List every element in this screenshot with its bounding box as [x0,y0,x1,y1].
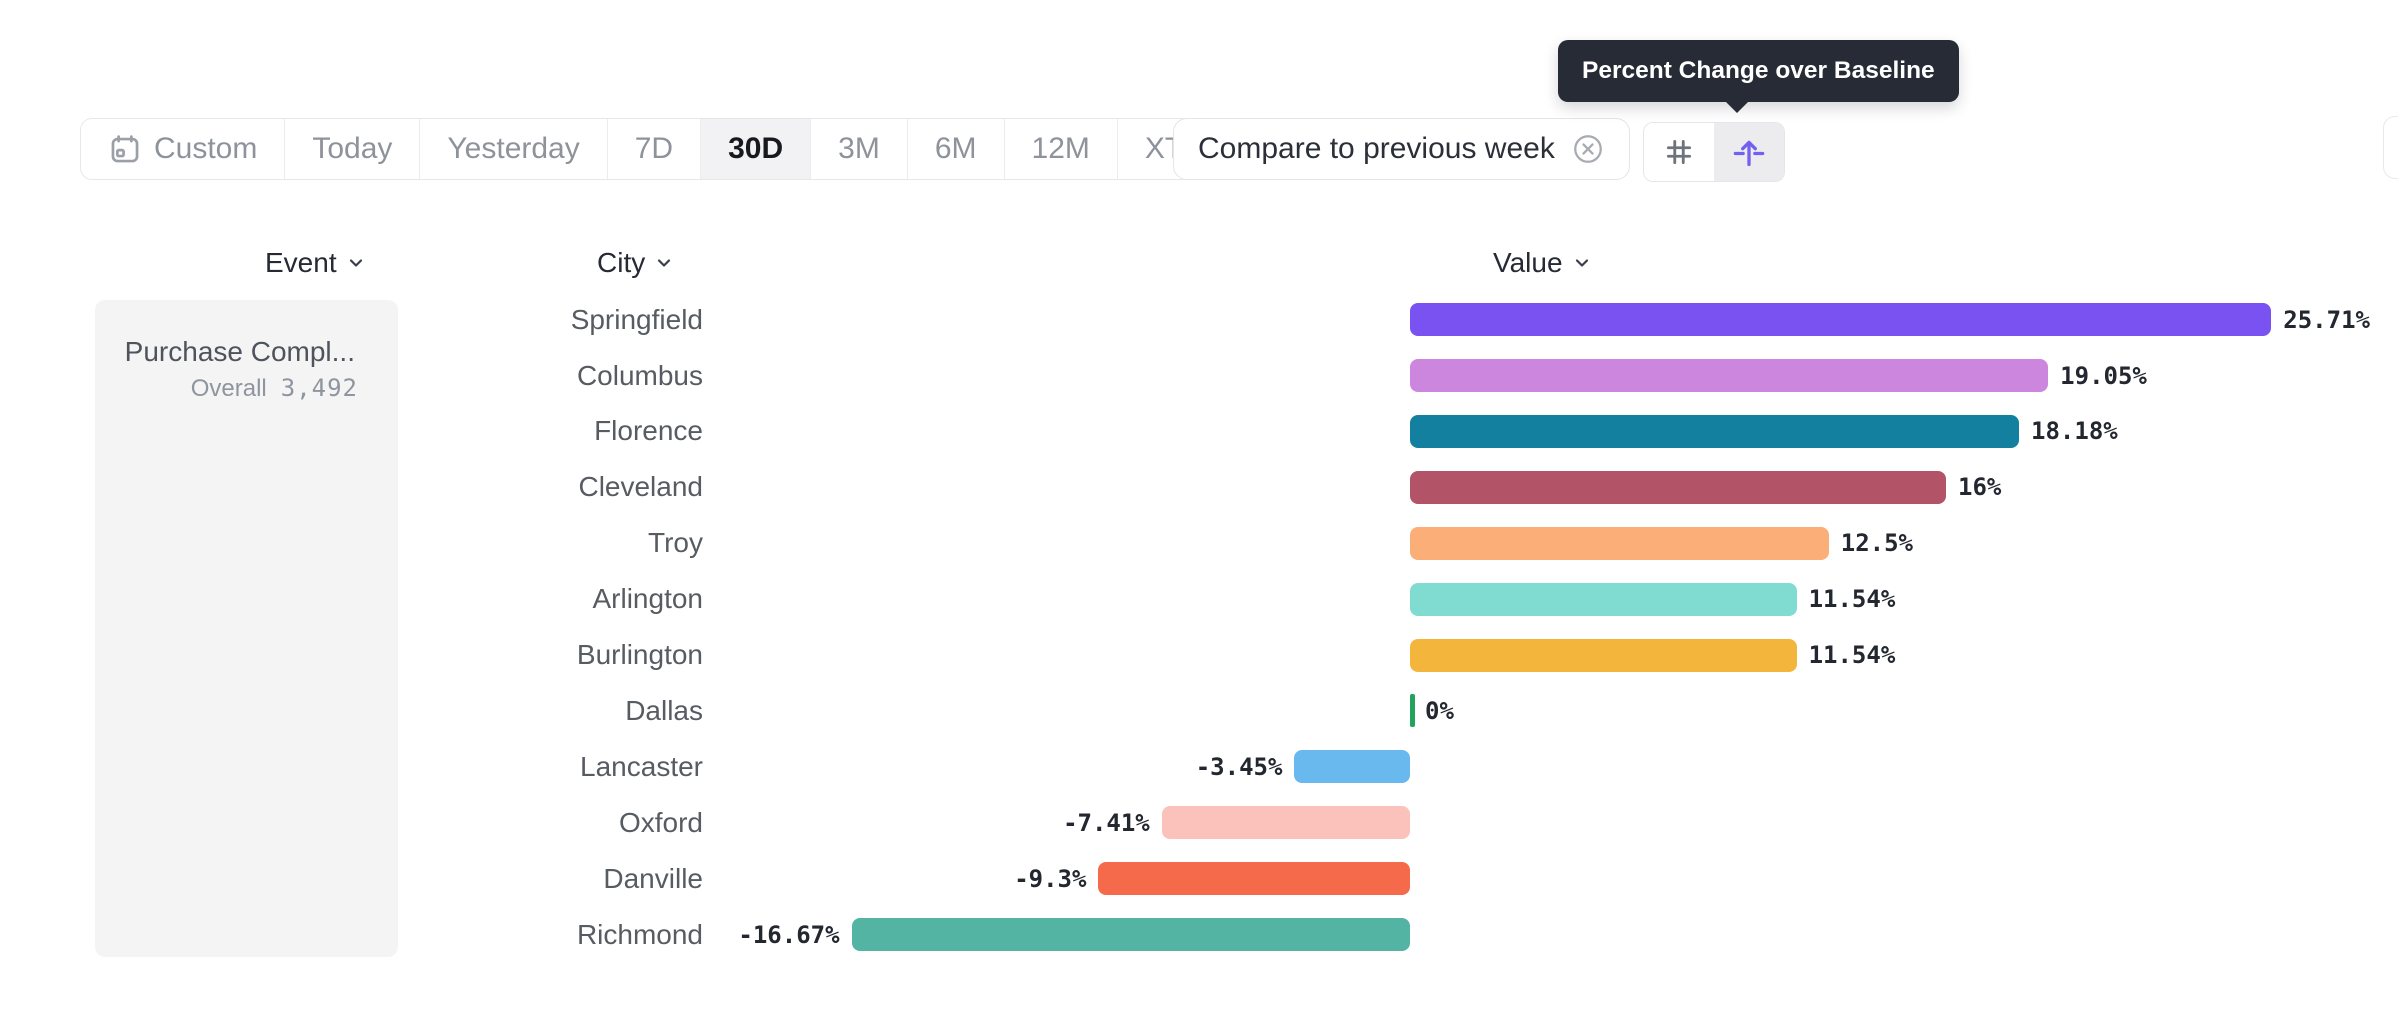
date-range-yesterday[interactable]: Yesterday [419,119,607,179]
date-range-label: Custom [154,132,258,165]
date-range-label: 3M [838,132,880,165]
percent-change-baseline-toggle-button[interactable] [1714,123,1784,181]
gridlines-toggle-button[interactable] [1644,123,1714,181]
city-label: Lancaster [580,750,703,782]
column-header-event[interactable]: Event [265,246,366,280]
city-label: Dallas [625,694,703,726]
bar-segment[interactable] [1098,862,1410,896]
column-header-city-label: City [597,247,646,278]
bar-value-label: 11.54% [1808,641,1896,670]
date-range-30d[interactable]: 30D [700,119,811,179]
bar-segment[interactable] [1410,638,1797,672]
date-range-control: CustomTodayYesterday7D30D3M6M12MXTD [80,118,1267,180]
date-range-7d[interactable]: 7D [606,119,701,179]
bar-segment[interactable] [1410,303,2272,337]
bar-value-label: 12.5% [1840,529,1913,558]
city-label: Cleveland [578,471,703,503]
chart-row-cleveland: Cleveland 16% [0,459,2398,515]
tooltip-caret [1725,101,1749,113]
event-title: Purchase Compl... [124,336,355,367]
bar-segment[interactable] [1410,414,2020,448]
date-range-label: 6M [934,132,977,165]
city-label: Richmond [576,918,703,950]
city-label: Burlington [576,639,703,671]
bar-value-label: -7.41% [1063,808,1150,837]
chart-row-danville: Danville -9.3% [0,851,2398,907]
city-label: Arlington [592,583,703,615]
date-range-6m[interactable]: 6M [906,119,1004,179]
city-label: Oxford [618,806,703,838]
date-range-label: 7D [634,132,674,165]
bar-value-label: 18.18% [2031,417,2118,446]
event-overall-label: Overall [190,375,267,402]
compare-chip-label: Compare to previous week [1198,132,1555,165]
tooltip-percent-change-over-baseline: Percent Change over Baseline [1558,40,1959,113]
bar-segment[interactable] [1410,582,1797,616]
bar-segment[interactable] [1161,806,1410,840]
calendar-icon [108,132,142,166]
chart-row-springfield: Springfield 25.71% [0,292,2398,348]
city-label: Danville [603,862,703,894]
date-range-custom[interactable]: Custom [81,119,285,179]
bar-value-label: 16% [1958,473,2002,502]
zero-baseline-tick[interactable] [1410,694,1415,728]
hash-icon [1662,135,1696,169]
chart-row-florence: Florence 18.18% [0,404,2398,460]
column-header-city[interactable]: City [597,246,674,280]
date-range-label: 30D [728,132,784,165]
column-header-event-label: Event [265,247,337,278]
bar-value-label: -9.3% [1014,864,1087,893]
chart-row-burlington: Burlington 11.54% [0,627,2398,683]
city-label: Troy [648,527,703,559]
chart-row-lancaster: Lancaster -3.45% [0,739,2398,795]
remove-compare-icon[interactable] [1571,132,1605,166]
date-range-12m[interactable]: 12M [1003,119,1117,179]
bar-value-label: 19.05% [2060,361,2147,390]
bar-segment[interactable] [1294,750,1410,784]
bar-value-label: 0% [1425,696,1454,725]
chart-row-arlington: Arlington 11.54% [0,571,2398,627]
bar-value-label: -3.45% [1195,752,1283,781]
chart-row-oxford: Oxford -7.41% [0,795,2398,851]
clipped-right-button[interactable] [2383,116,2398,179]
event-overall-value: 3,492 [280,374,358,402]
date-range-label: 12M [1031,132,1090,165]
bar-value-label: -16.67% [738,920,840,949]
event-module-purchase-completed[interactable]: Purchase Compl... Overall 3,492 [95,300,398,957]
city-label: Springfield [570,303,703,335]
chevron-down-icon [346,253,366,273]
bar-value-label: 25.71% [2283,305,2370,334]
date-range-today[interactable]: Today [284,119,420,179]
date-range-3m[interactable]: 3M [810,119,907,179]
chart-row-columbus: Columbus 19.05% [0,348,2398,404]
city-label: Columbus [576,359,703,391]
date-range-label: Yesterday [447,132,580,165]
chevron-down-icon [1572,253,1592,273]
column-header-value-label: Value [1493,247,1563,278]
event-overall-row: Overall 3,492 [191,374,358,403]
chart-row-troy: Troy 12.5% [0,515,2398,571]
date-range-label: Today [312,132,393,165]
bar-segment[interactable] [1410,470,1946,504]
chart-view-toggle-group [1643,122,1785,182]
compare-chip[interactable]: Compare to previous week [1173,118,1630,180]
tooltip-text: Percent Change over Baseline [1582,57,1935,84]
bar-segment[interactable] [1410,359,2049,393]
bar-segment[interactable] [851,918,1410,952]
chevron-down-icon [654,253,674,273]
baseline-arrow-icon [1731,134,1767,170]
chart-row-richmond: Richmond -16.67% [0,907,2398,963]
bar-value-label: 11.54% [1808,585,1896,614]
city-label: Florence [594,415,703,447]
chart-row-dallas: Dallas 0% [0,683,2398,739]
bar-segment[interactable] [1410,526,1829,560]
column-header-value[interactable]: Value [1493,246,1592,280]
